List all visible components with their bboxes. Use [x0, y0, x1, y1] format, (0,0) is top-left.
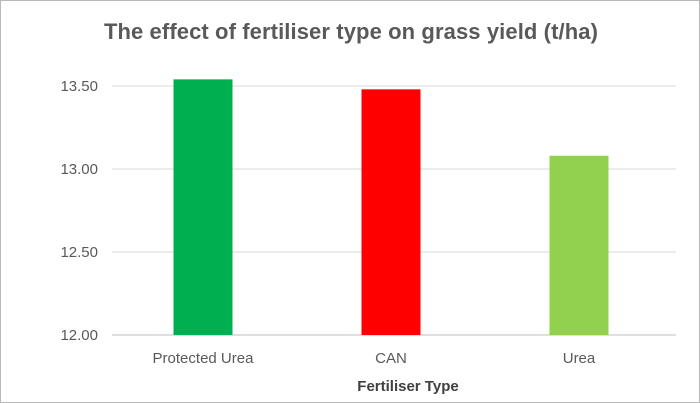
bar-protected-urea [173, 79, 233, 335]
x-tick-label: Protected Urea [153, 350, 255, 367]
y-axis-ticks: 12.00 12.50 13.00 13.50 [60, 78, 98, 344]
y-tick-label: 13.00 [60, 161, 98, 178]
x-tick-label: CAN [375, 350, 407, 367]
y-tick-label: 12.50 [60, 244, 98, 261]
y-tick-label: 13.50 [60, 78, 98, 95]
x-axis-ticks: Protected Urea CAN Urea [153, 350, 596, 367]
chart-title: The effect of fertiliser type on grass y… [103, 19, 599, 44]
x-axis-label: Fertiliser Type [357, 378, 458, 395]
x-tick-label: Urea [563, 350, 596, 367]
bars [173, 79, 609, 335]
bar-can [361, 89, 421, 335]
y-tick-label: 12.00 [60, 327, 98, 344]
bar-urea [549, 155, 609, 335]
